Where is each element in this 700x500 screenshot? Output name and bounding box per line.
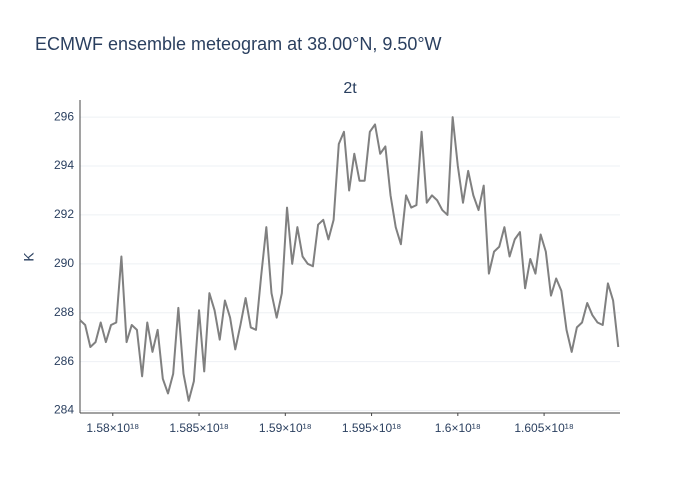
x-tick-label: 1.605×10¹⁸: [514, 421, 573, 435]
chart-subtitle: 2t: [343, 80, 357, 97]
y-tick-label: 294: [54, 158, 74, 172]
y-tick-label: 286: [54, 354, 74, 368]
x-tick-label: 1.6×10¹⁸: [435, 421, 481, 435]
data-line: [79, 116, 620, 402]
y-tick-label: 296: [54, 109, 74, 123]
y-axis-label: K: [21, 252, 37, 262]
x-tick-label: 1.585×10¹⁸: [169, 421, 228, 435]
x-tick-label: 1.59×10¹⁸: [259, 421, 312, 435]
y-tick-label: 284: [54, 403, 74, 417]
x-tick-label: 1.58×10¹⁸: [86, 421, 139, 435]
x-tick-label: 1.595×10¹⁸: [342, 421, 401, 435]
chart-title: ECMWF ensemble meteogram at 38.00°N, 9.5…: [35, 34, 442, 54]
y-tick-label: 290: [54, 256, 74, 270]
y-tick-label: 288: [54, 305, 74, 319]
y-tick-label: 292: [54, 207, 74, 221]
